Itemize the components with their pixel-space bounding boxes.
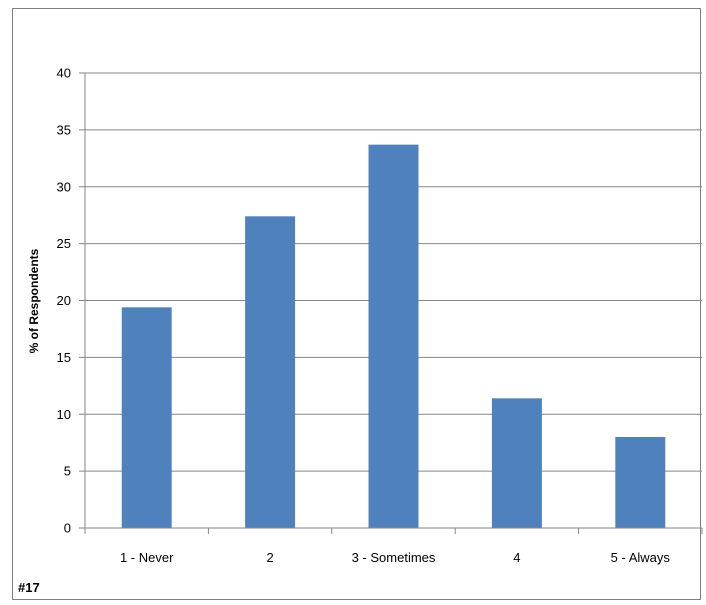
y-tick-label: 25 <box>57 236 71 251</box>
y-tick-label: 5 <box>64 464 71 479</box>
y-tick-labels: 0 5 10 15 20 25 30 35 40 <box>57 66 71 536</box>
x-tick-labels: 1 - Never 2 3 - Sometimes 4 5 - Always <box>120 550 670 565</box>
y-tick-label: 30 <box>57 179 71 194</box>
y-tick-label: 0 <box>64 521 71 536</box>
bar <box>615 437 666 528</box>
y-tick-label: 20 <box>57 293 71 308</box>
y-tick-label: 35 <box>57 122 71 137</box>
axes <box>79 72 703 534</box>
x-tick-label: 4 <box>513 550 520 565</box>
y-tick-label: 40 <box>57 66 71 81</box>
bar <box>491 398 542 528</box>
bar <box>368 144 419 528</box>
bars <box>121 144 666 528</box>
x-tick-label: 3 - Sometimes <box>352 550 436 565</box>
bar <box>121 307 172 528</box>
x-tick-label: 2 <box>266 550 273 565</box>
x-tick-label: 5 - Always <box>611 550 671 565</box>
y-tick-label: 15 <box>57 350 71 365</box>
figure-number-label: #17 <box>18 580 40 595</box>
y-tick-label: 10 <box>57 407 71 422</box>
x-tick-label: 1 - Never <box>120 550 174 565</box>
bar <box>245 216 296 528</box>
y-axis-title: % of Respondents <box>27 248 41 353</box>
